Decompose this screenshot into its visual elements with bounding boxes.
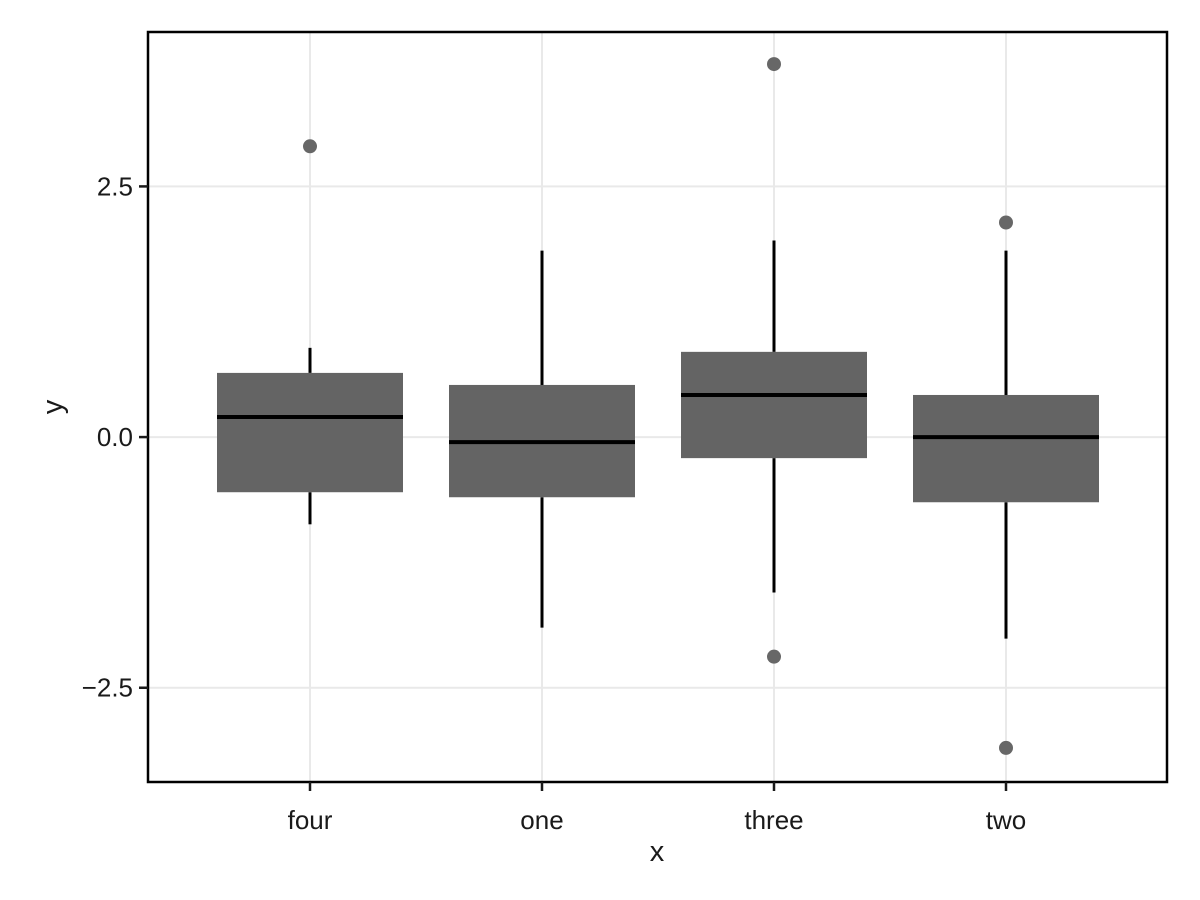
outlier-point (999, 215, 1013, 230)
x-tick-label: one (520, 805, 563, 835)
box-layer (217, 57, 1099, 755)
y-tick-label: 0.0 (97, 422, 133, 452)
outlier-point (767, 57, 781, 72)
iqr-box (217, 372, 403, 493)
x-tick-label: four (288, 805, 333, 835)
iqr-box (913, 394, 1099, 503)
tick-layer (139, 185, 1008, 791)
y-axis-title: y (37, 399, 69, 414)
plot-panel-border (146, 30, 1169, 784)
box-four (217, 139, 403, 525)
iqr-box (681, 351, 867, 459)
x-axis-title: x (650, 836, 665, 868)
y-tick-label: −2.5 (82, 673, 133, 703)
x-tick-label: three (744, 805, 803, 835)
y-tick-label: 2.5 (97, 171, 133, 201)
outlier-point (303, 139, 317, 154)
x-tick-label: two (986, 805, 1026, 835)
outlier-point (767, 649, 781, 664)
box-one (449, 250, 635, 628)
box-two (913, 215, 1099, 755)
outlier-point (999, 740, 1013, 755)
label-layer: 2.5 0.0 −2.5 four one three two (82, 171, 1027, 835)
box-three (681, 57, 867, 664)
